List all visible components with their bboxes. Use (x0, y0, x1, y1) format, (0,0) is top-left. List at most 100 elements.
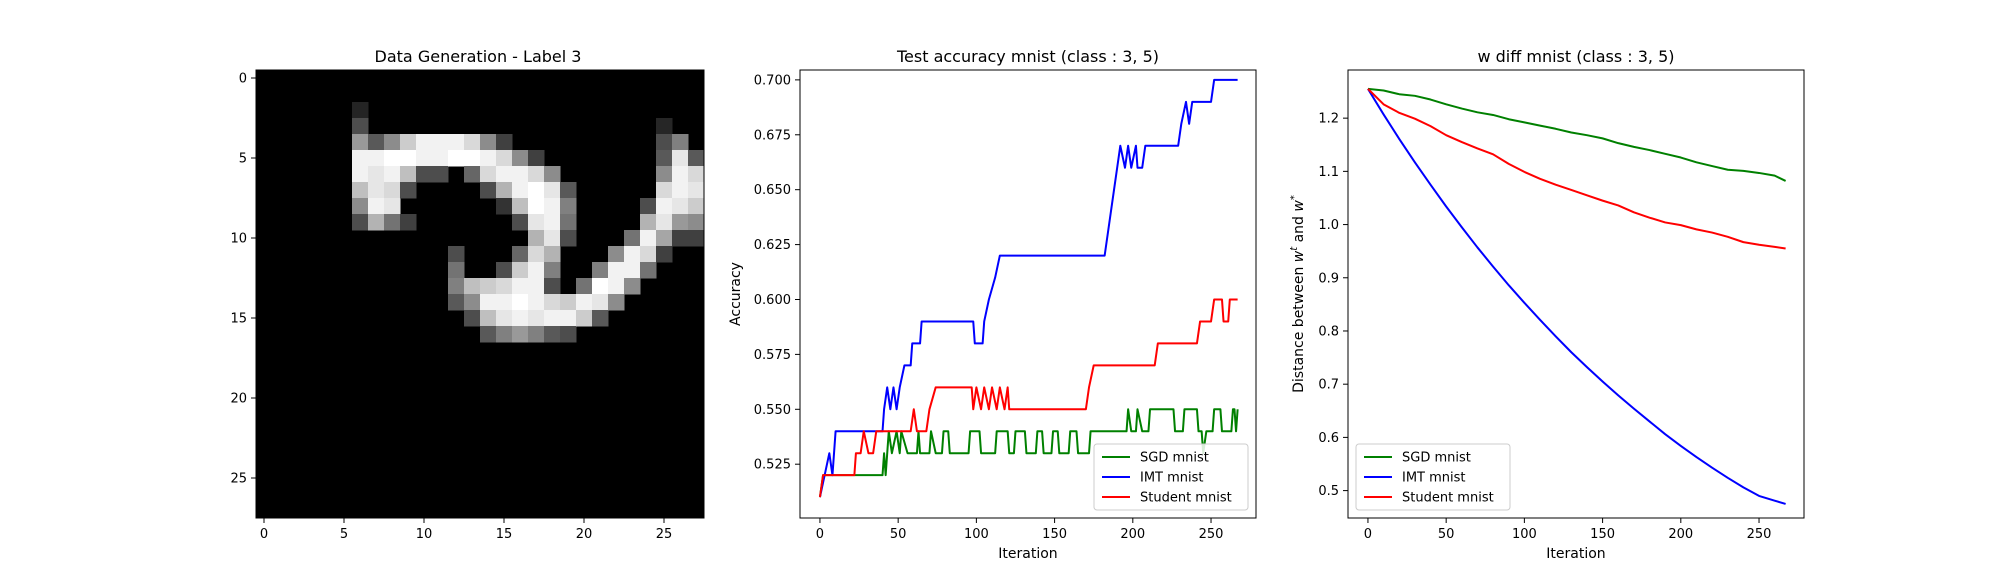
pixel (528, 246, 545, 263)
x-tick-label: 250 (1199, 527, 1224, 542)
pixel (496, 166, 513, 183)
x-tick-label: 0 (816, 527, 824, 542)
pixel (672, 198, 689, 215)
pixel (656, 166, 673, 183)
pixel (544, 230, 561, 247)
pixel (448, 262, 465, 279)
legend-label: Student mnist (1140, 491, 1232, 506)
pixel (512, 278, 529, 295)
pixel (352, 150, 369, 167)
y-tick-label: 0.575 (754, 348, 791, 363)
x-tick-label: 5 (340, 527, 348, 542)
legend-2: SGD mnist IMT mnist Student mnist (1093, 443, 1249, 511)
pixel (688, 230, 705, 247)
x-ticks-3: 0 50 100 150 200 250 (1364, 518, 1771, 542)
pixel (672, 214, 689, 231)
pixel (368, 182, 385, 199)
pixel (512, 246, 529, 263)
pixel (656, 182, 673, 199)
pixel (368, 134, 385, 151)
pixel (352, 182, 369, 199)
pixel (496, 278, 513, 295)
pixel (528, 310, 545, 327)
y-tick-label: 1.2 (1318, 112, 1339, 127)
y-tick-label: 0.525 (754, 458, 791, 473)
x-tick-label: 20 (576, 527, 593, 542)
panel-w-diff: w diff mnist (class : 3, 5) 0 50 100 150 200… (1289, 47, 1805, 562)
pixel (512, 182, 529, 199)
x-tick-label: 0 (260, 527, 268, 542)
pixel (352, 166, 369, 183)
pixel (576, 294, 593, 311)
pixel (464, 166, 481, 183)
pixel (688, 182, 705, 199)
panel-data-generation: Data Generation - Label 3 0 5 10 15 20 25 0 5 1… (230, 47, 705, 542)
digit-image (256, 70, 705, 518)
pixel (640, 214, 657, 231)
pixel (688, 166, 705, 183)
pixel (656, 198, 673, 215)
y-tick-label: 0.8 (1318, 324, 1339, 339)
y-tick-label: 20 (230, 392, 247, 407)
pixel (512, 150, 529, 167)
y-tick-label: 0 (239, 72, 247, 87)
x-tick-label: 50 (890, 527, 907, 542)
y-tick-label: 25 (230, 472, 247, 487)
pixel (640, 246, 657, 263)
chart-title-2: Test accuracy mnist (class : 3, 5) (896, 47, 1159, 66)
pixel (624, 278, 641, 295)
pixel (512, 166, 529, 183)
pixel (608, 262, 625, 279)
series-line (818, 298, 1238, 498)
pixel (608, 246, 625, 263)
pixel (560, 182, 577, 199)
pixel (576, 278, 593, 295)
pixel (480, 278, 497, 295)
pixel (496, 182, 513, 199)
series-line (818, 78, 1238, 498)
y-ticks-2: 0.525 0.550 0.575 0.600 0.625 0.650 0.675 0.700 (754, 73, 800, 473)
pixel (528, 326, 545, 343)
pixel (592, 294, 609, 311)
y-tick-label: 0.6 (1318, 431, 1339, 446)
y-tick-label: 0.7 (1318, 378, 1339, 393)
chart-title-1: Data Generation - Label 3 (375, 47, 582, 66)
pixel (624, 246, 641, 263)
pixel (592, 262, 609, 279)
pixel (400, 134, 417, 151)
pixel (688, 150, 705, 167)
y-axis-label-3: Distance between wt and w* (1289, 195, 1307, 393)
pixel (528, 230, 545, 247)
pixel (656, 150, 673, 167)
pixel (416, 134, 433, 151)
series-line (1367, 88, 1786, 250)
pixel (416, 150, 433, 167)
series-line (1367, 87, 1787, 182)
pixel (592, 310, 609, 327)
pixel (512, 214, 529, 231)
series-line (1367, 88, 1786, 505)
pixel (480, 294, 497, 311)
pixel (528, 198, 545, 215)
y-tick-label: 0.5 (1318, 484, 1339, 499)
pixel (464, 150, 481, 167)
x-ticks-2: 0 50 100 150 200 250 (816, 518, 1224, 542)
pixel (528, 278, 545, 295)
pixel (544, 182, 561, 199)
x-tick-label: 100 (1512, 527, 1537, 542)
x-tick-label: 150 (1042, 527, 1067, 542)
legend-3: SGD mnist IMT mnist Student mnist (1355, 443, 1511, 511)
legend-box (1355, 443, 1511, 511)
pixel (480, 150, 497, 167)
y-tick-label: 10 (230, 232, 247, 247)
pixel (560, 294, 577, 311)
pixel (448, 150, 465, 167)
x-tick-label: 50 (1438, 527, 1455, 542)
pixel (384, 214, 401, 231)
pixel (432, 166, 449, 183)
pixel (352, 214, 369, 231)
pixel (544, 310, 561, 327)
pixel (544, 198, 561, 215)
pixel (384, 182, 401, 199)
y-tick-label: 0.700 (754, 73, 791, 88)
